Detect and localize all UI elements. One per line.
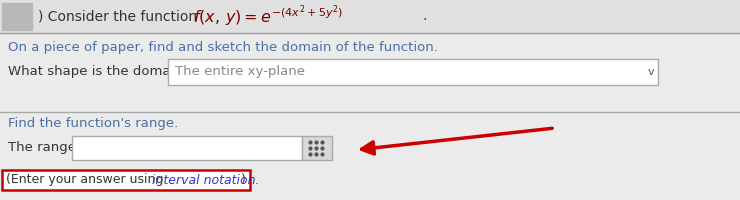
Text: The entire xy-plane: The entire xy-plane <box>175 66 305 78</box>
Text: v: v <box>648 67 655 77</box>
Text: ): ) <box>241 173 246 186</box>
Text: Find the function's range.: Find the function's range. <box>8 117 178 130</box>
Text: .: . <box>422 9 426 23</box>
Text: $\mathit{f}(x,\, y) = e^{-(4x^2+5y^2)}$: $\mathit{f}(x,\, y) = e^{-(4x^2+5y^2)}$ <box>193 3 343 29</box>
Bar <box>2 170 250 190</box>
Text: On a piece of paper, find and sketch the domain of the function.: On a piece of paper, find and sketch the… <box>8 42 438 54</box>
Bar <box>72 136 302 160</box>
Text: What shape is the domain?: What shape is the domain? <box>8 66 189 78</box>
Bar <box>2 3 32 30</box>
Bar <box>168 59 658 85</box>
Bar <box>0 0 740 33</box>
Bar <box>302 136 332 160</box>
Text: The range is: The range is <box>8 142 91 154</box>
Text: (Enter your answer using: (Enter your answer using <box>6 173 167 186</box>
Text: interval notation.: interval notation. <box>152 173 260 186</box>
Text: ) Consider the function: ) Consider the function <box>38 9 201 23</box>
